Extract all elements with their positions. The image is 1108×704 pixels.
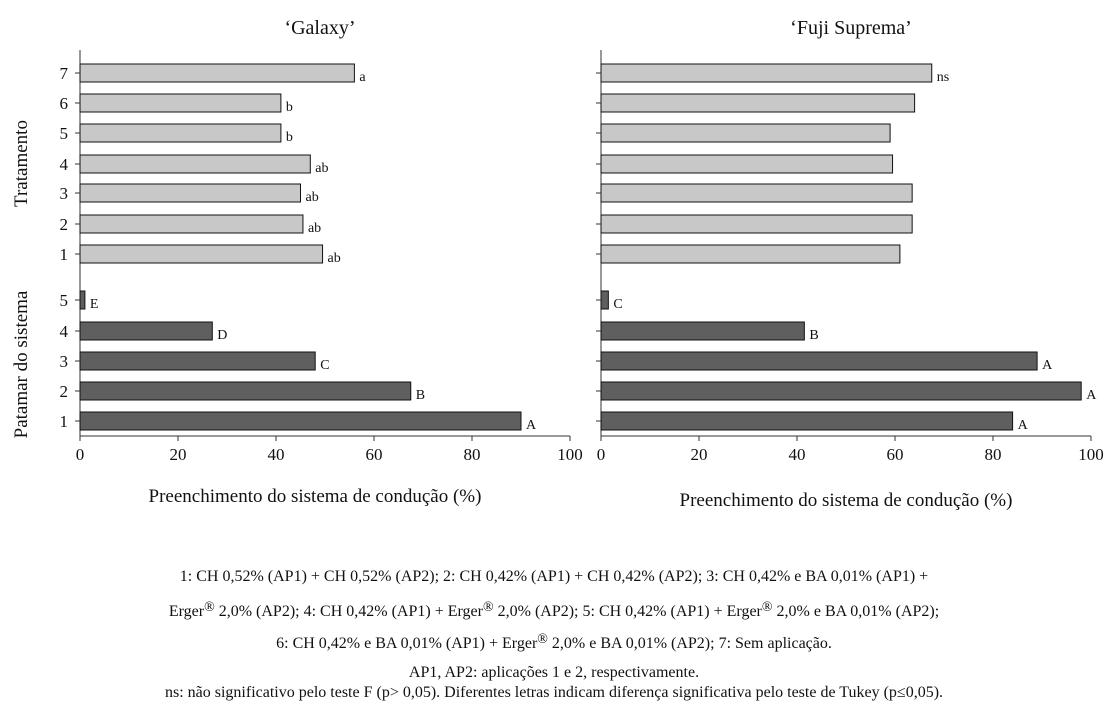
legend-text: 2,0% (AP2); 5: CH 0,42% (AP1) + Erger [493,603,762,620]
bar [79,244,324,264]
data-label: A [1042,358,1053,373]
data-label: B [809,328,818,343]
x-tick-label: 100 [1078,445,1104,464]
data-label: C [613,297,622,312]
bar [600,290,609,310]
data-label: b [286,100,293,115]
y-tick-label: 7 [60,64,69,83]
data-label: ab [315,161,328,176]
bar [600,381,1082,401]
bar [79,411,522,431]
data-label: B [416,388,425,403]
chart-panel-1: ‘Galaxy’ 0 20 40 60 80 100 Preenchimento do sis… [11,17,583,507]
y-tick-label: 1 [60,245,69,264]
data-label: ab [306,190,319,205]
bar [600,321,805,341]
legend-text: 2,0% e BA 0,01% (AP2); [772,603,940,620]
chart-title: ‘Fuji Suprema’ [790,17,912,39]
footnote-stats: ns: não significativo pelo teste F (p> 0… [0,684,1108,702]
y-tick-label: 3 [60,352,69,371]
data-label: E [90,297,99,312]
y-tick-label: 4 [60,322,69,341]
x-tick-label: 60 [366,445,383,464]
legend-line-1: 1: CH 0,52% (AP1) + CH 0,52% (AP2); 2: C… [0,568,1108,586]
data-label: a [359,70,366,85]
bar [600,154,894,174]
bar [600,123,891,143]
bar [600,183,913,203]
data-label: A [1086,388,1097,403]
data-label: ns [937,70,949,85]
data-label: b [286,130,293,145]
y-tick-label: 1 [60,412,69,431]
bar [600,93,916,113]
bar [79,351,316,371]
x-tick-label: 100 [557,445,583,464]
data-label: ab [308,221,321,236]
x-tick-label: 60 [887,445,904,464]
x-axis-label: Preenchimento do sistema de condução (%) [680,490,1013,511]
chart-panel-2: ‘Fuji Suprema’ 0 20 40 60 80 100 Preenchimento … [596,17,1104,511]
registered-mark: ® [537,632,548,647]
legend-text: 2,0% (AP2); 4: CH 0,42% (AP1) + Erger [214,603,483,620]
bar [600,63,933,83]
legend-line-2: Erger® 2,0% (AP2); 4: CH 0,42% (AP1) + E… [0,600,1108,621]
y-tick-label: 5 [60,124,69,143]
bar [79,183,301,203]
x-tick-label: 20 [691,445,708,464]
legend-text: 6: CH 0,42% e BA 0,01% (AP1) + Erger [276,635,538,652]
group-label-patamar: Patamar do sistema [11,290,32,438]
group-label-tratamento: Tratamento [11,120,32,207]
chart-title: ‘Galaxy’ [284,17,355,39]
x-tick-label: 40 [789,445,806,464]
bar [600,214,913,234]
bar [79,381,412,401]
bar [79,93,282,113]
registered-mark: ® [761,600,773,615]
data-label: A [1018,418,1029,433]
legend-line-3: 6: CH 0,42% e BA 0,01% (AP1) + Erger® 2,… [0,632,1108,653]
x-tick-label: 80 [985,445,1002,464]
x-tick-label: 40 [268,445,285,464]
data-label: D [217,328,227,343]
bar [79,123,282,143]
registered-mark: ® [482,600,494,615]
legend-text: 1: CH 0,52% (AP1) + CH 0,52% (AP2); 2: C… [179,568,929,585]
x-tick-label: 80 [464,445,481,464]
bar [600,244,901,264]
bar [600,351,1038,371]
y-tick-label: 6 [60,94,69,113]
x-tick-label: 20 [170,445,187,464]
footnote-text: AP1, AP2: aplicações 1 e 2, respectivame… [408,664,700,681]
legend-text: 2,0% e BA 0,01% (AP2); 7: Sem aplicação. [547,635,832,652]
legend-text: Erger [168,603,205,620]
data-label: C [320,358,329,373]
data-label: ab [328,251,341,266]
data-label: A [526,418,537,433]
footnote-text: ns: não significativo pelo teste F (p> 0… [164,684,944,701]
x-tick-label: 0 [76,445,85,464]
bar [79,63,355,83]
bar [79,214,304,234]
bar [600,411,1014,431]
y-tick-label: 2 [60,215,69,234]
bar [79,321,213,341]
bar [79,290,86,310]
y-tick-label: 5 [60,291,69,310]
footnote-ap: AP1, AP2: aplicações 1 e 2, respectivame… [0,664,1108,682]
bar [79,154,311,174]
y-tick-label: 3 [60,184,69,203]
x-axis-label: Preenchimento do sistema de condução (%) [149,486,482,507]
registered-mark: ® [204,600,215,615]
y-tick-label: 4 [60,155,69,174]
x-tick-label: 0 [597,445,606,464]
y-tick-label: 2 [60,382,69,401]
